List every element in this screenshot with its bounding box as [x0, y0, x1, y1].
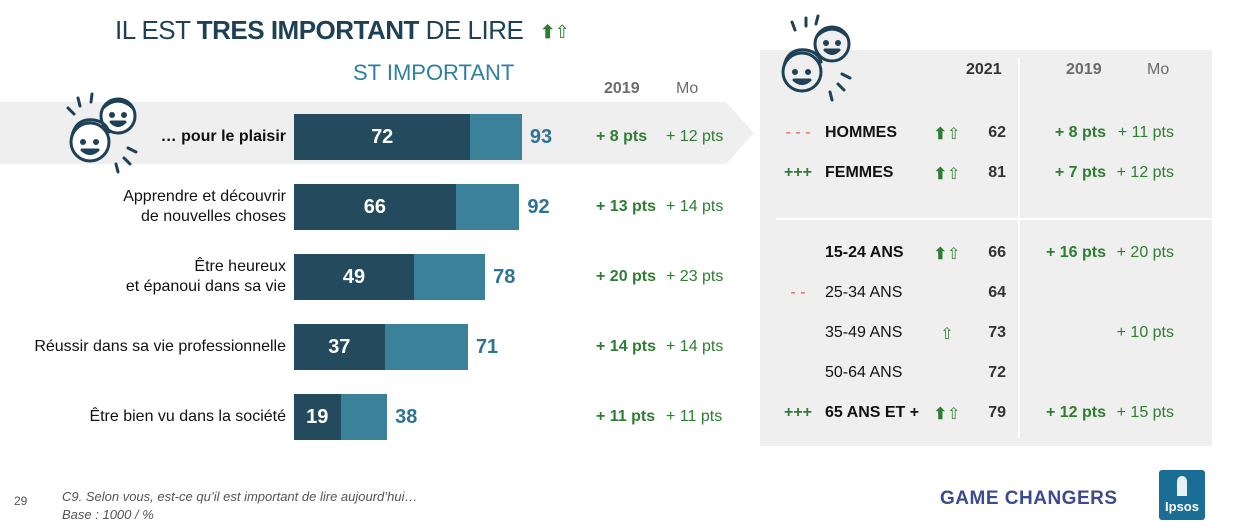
category-label: … pour le plaisir — [160, 128, 286, 145]
panel-divider-horizontal — [776, 218, 1212, 220]
panel-row-label: 25-34 ANS — [825, 284, 903, 301]
significance-marker: +++ — [783, 164, 813, 181]
panel-header-2019: 2019 — [1066, 61, 1102, 78]
significance-marker: - - — [790, 284, 806, 301]
base-text: Base : 1000 / % — [62, 507, 154, 522]
up-arrow-icon: ⬆⇧ — [933, 166, 961, 183]
brand-name: GAME CHANGERS — [940, 488, 1118, 509]
up-arrow-icon: ⇧ — [940, 326, 954, 343]
delta-2019: + 13 pts — [596, 198, 657, 215]
significance-marker: +++ — [783, 404, 813, 421]
bar-tres-important: 19 — [294, 394, 341, 440]
breakdown-panel — [760, 50, 1212, 446]
panel-row-delta-2019: + 12 pts — [1045, 404, 1106, 421]
panel-header-mo: Mo — [1147, 61, 1170, 78]
page-title: IL EST TRES IMPORTANT DE LIRE ⬆⇧ — [115, 15, 570, 46]
delta-2019: + 14 pts — [596, 338, 657, 355]
bar-tres-important: 49 — [294, 254, 415, 300]
title-part-bold: TRES IMPORTANT — [196, 15, 420, 45]
logo-text: Ipsos — [1165, 499, 1199, 514]
panel-row-value: 66 — [988, 244, 1006, 261]
bar-total-label: 71 — [475, 336, 499, 358]
bar-tres-important: 66 — [294, 184, 456, 230]
panel-row-label: 35-49 ANS — [825, 324, 903, 341]
category-label: Être bien vu dans la société — [89, 408, 286, 425]
panel-row-value: 81 — [988, 164, 1006, 181]
category-label: Réussir dans sa vie professionnelle — [34, 338, 286, 355]
up-arrow-icon: ⬆⇧ — [933, 126, 961, 143]
panel-row-delta-mo: + 20 pts — [1116, 244, 1174, 261]
delta-mo: + 14 pts — [666, 198, 724, 215]
bar-total-label: 93 — [529, 126, 553, 148]
delta-2019: + 20 pts — [596, 268, 657, 285]
ipsos-logo: Ipsos — [1159, 470, 1205, 520]
delta-mo: + 12 pts — [666, 128, 724, 145]
category-label: Apprendre et découvrir de nouvelles chose… — [123, 188, 286, 225]
column-header-2019: 2019 — [604, 80, 640, 97]
panel-divider-vertical — [1018, 58, 1020, 438]
two-faces-icon — [781, 14, 852, 102]
bar-total-label: 92 — [527, 196, 550, 218]
panel-row-label: FEMMES — [825, 164, 894, 181]
panel-row-delta-mo: + 12 pts — [1116, 164, 1174, 181]
panel-row-value: 62 — [988, 124, 1006, 141]
panel-row-delta-2019: + 16 pts — [1045, 244, 1106, 261]
delta-2019: + 8 pts — [596, 128, 648, 145]
bar-tres-important: 72 — [294, 114, 471, 160]
panel-row-label: 65 ANS ET + — [825, 404, 920, 421]
panel-row-label: HOMMES — [825, 124, 897, 141]
panel-row-value: 72 — [988, 364, 1006, 381]
up-arrows-icon: ⬆⇧ — [540, 21, 570, 42]
panel-header-2021: 2021 — [966, 61, 1002, 78]
delta-2019: + 11 pts — [596, 408, 656, 425]
bar-total-label: 38 — [395, 406, 418, 428]
panel-row-delta-mo: + 11 pts — [1117, 124, 1174, 141]
delta-mo: + 11 pts — [666, 408, 723, 425]
footer-question: C9. Selon vous, est-ce qu’il est importa… — [62, 488, 418, 524]
two-faces-icon — [66, 92, 138, 174]
panel-row-value: 73 — [988, 324, 1006, 341]
column-header-mo: Mo — [676, 80, 699, 97]
panel-row-value: 79 — [988, 404, 1006, 421]
panel-row-label: 50-64 ANS — [825, 364, 903, 381]
up-arrow-icon: ⬆⇧ — [933, 246, 961, 263]
panel-row-delta-mo: + 10 pts — [1116, 324, 1174, 341]
page-subtitle: ST IMPORTANT — [353, 60, 515, 85]
bar-tres-important: 37 — [294, 324, 385, 370]
question-text: C9. Selon vous, est-ce qu’il est importa… — [62, 489, 418, 504]
page-number: 29 — [14, 494, 28, 508]
delta-mo: + 14 pts — [666, 338, 724, 355]
title-part-pre: IL EST — [115, 15, 197, 45]
category-label: Être heureux et épanoui dans sa vie — [125, 258, 286, 295]
title-part-post: DE LIRE — [418, 15, 524, 45]
significance-marker: - - - — [785, 124, 811, 141]
panel-row-delta-2019: + 8 pts — [1054, 124, 1106, 141]
panel-row-value: 64 — [988, 284, 1006, 301]
panel-row-delta-2019: + 7 pts — [1054, 164, 1106, 181]
panel-row-label: 15-24 ANS — [825, 244, 904, 261]
bar-total-label: 78 — [493, 266, 516, 288]
highlight-band-arrow — [726, 102, 754, 164]
delta-mo: + 23 pts — [666, 268, 724, 285]
panel-row-delta-mo: + 15 pts — [1116, 404, 1174, 421]
up-arrow-icon: ⬆⇧ — [933, 406, 961, 423]
